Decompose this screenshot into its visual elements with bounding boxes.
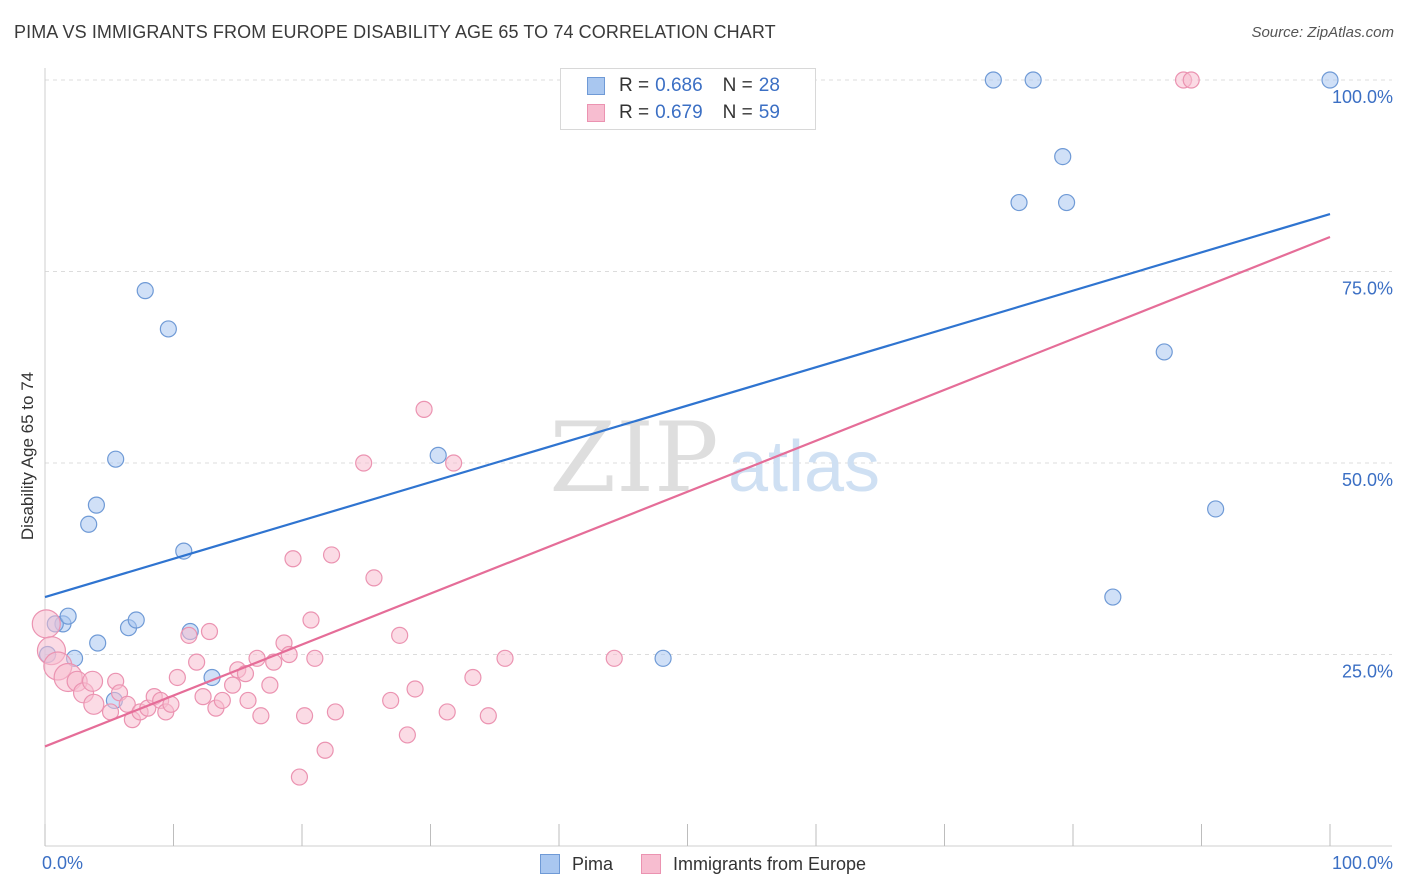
pima-point (1155, 343, 1173, 361)
europe-point (252, 707, 270, 725)
europe-point (284, 550, 302, 568)
pima-point (87, 496, 106, 514)
pima-trend-line (44, 212, 1331, 599)
series-legend: Pima Immigrants from Europe (0, 852, 1406, 876)
europe-point (83, 693, 105, 715)
legend-item-europe[interactable]: Immigrants from Europe (640, 853, 867, 875)
europe-point (464, 668, 482, 687)
axes (44, 68, 1392, 847)
pima-point (136, 282, 154, 300)
europe-point (261, 676, 279, 694)
europe-point (382, 691, 400, 710)
europe-point (224, 676, 242, 694)
europe-point (355, 454, 373, 472)
europe-swatch (587, 104, 605, 122)
pima-point (1024, 71, 1042, 89)
x-tick-label: 0.0% (42, 853, 83, 873)
pima-point (1207, 500, 1225, 518)
pima-point (159, 320, 177, 338)
europe-point (213, 691, 231, 710)
europe-point (496, 649, 514, 667)
pima-point (59, 607, 77, 625)
europe-point (118, 695, 136, 713)
pima-point (1321, 71, 1339, 89)
europe-point (445, 454, 463, 472)
watermark-atlas: atlas (728, 427, 880, 507)
europe-point (295, 707, 314, 725)
n-value: 28 (758, 75, 780, 96)
x-tick-label: 100.0% (1332, 853, 1393, 873)
y-tick-label: 75.0% (1342, 279, 1393, 299)
europe-point (398, 726, 416, 744)
pima-point (107, 450, 125, 468)
europe-point (406, 680, 424, 698)
trend-lines (44, 212, 1331, 748)
pima-point (89, 634, 107, 652)
europe-point (302, 611, 320, 629)
pima-point (1054, 148, 1072, 166)
europe-point (306, 649, 324, 667)
europe-swatch (640, 854, 661, 874)
r-value: 0.679 (655, 102, 703, 123)
correlation-legend: R = 0.686 N = 28 R = 0.679 N = 59 (560, 68, 816, 130)
y-tick-label: 50.0% (1342, 470, 1393, 490)
europe-point (168, 668, 186, 687)
pima-point (429, 446, 447, 464)
pima-point (984, 71, 1002, 89)
y-tick-label: 25.0% (1342, 662, 1393, 682)
y-tick-label: 100.0% (1332, 87, 1393, 107)
legend-row-europe: R = 0.679 N = 59 (587, 102, 780, 124)
tick-labels: 25.0% 50.0% 75.0% 100.0% 0.0% 100.0% (42, 87, 1393, 873)
pima-swatch (587, 77, 605, 95)
pima-point (654, 649, 672, 667)
legend-row-pima: R = 0.686 N = 28 (587, 75, 780, 97)
source-label: Source: ZipAtlas.com (1251, 24, 1394, 41)
europe-point (322, 546, 341, 564)
pima-point (80, 515, 98, 533)
europe-point (326, 703, 345, 721)
europe-point (438, 703, 456, 721)
r-value: 0.686 (655, 75, 703, 96)
n-value: 59 (758, 102, 780, 123)
gridlines (45, 79, 1392, 655)
europe-point (1182, 71, 1200, 89)
data-points (31, 71, 1339, 786)
europe-point (605, 649, 623, 667)
r-label: R = (619, 102, 650, 123)
europe-point (239, 691, 257, 710)
europe-point (415, 400, 433, 418)
pima-swatch (539, 854, 560, 874)
europe-point (81, 670, 104, 692)
europe-point (31, 609, 61, 639)
europe-point (188, 653, 206, 671)
pima-point (1057, 193, 1076, 212)
europe-point (479, 707, 497, 725)
europe-point (290, 768, 309, 786)
pima-point (1104, 588, 1122, 606)
legend-item-pima[interactable]: Pima (539, 853, 613, 875)
watermark-zip: ZIP (549, 402, 718, 514)
europe-trend-line (44, 236, 1331, 748)
europe-point (391, 626, 409, 644)
chart-title: PIMA VS IMMIGRANTS FROM EUROPE DISABILIT… (14, 22, 776, 42)
pima-point (1010, 193, 1028, 212)
europe-point (200, 622, 219, 641)
europe-point (194, 688, 212, 706)
pima-point (127, 611, 145, 629)
legend-label-europe: Immigrants from Europe (672, 853, 867, 874)
europe-point (180, 626, 198, 644)
r-label: R = (619, 75, 650, 96)
n-label: N = (722, 75, 753, 96)
watermark: ZIP atlas (549, 402, 880, 514)
europe-point (365, 569, 383, 587)
legend-label-pima: Pima (571, 853, 613, 874)
n-label: N = (722, 102, 753, 123)
europe-point (316, 741, 334, 759)
